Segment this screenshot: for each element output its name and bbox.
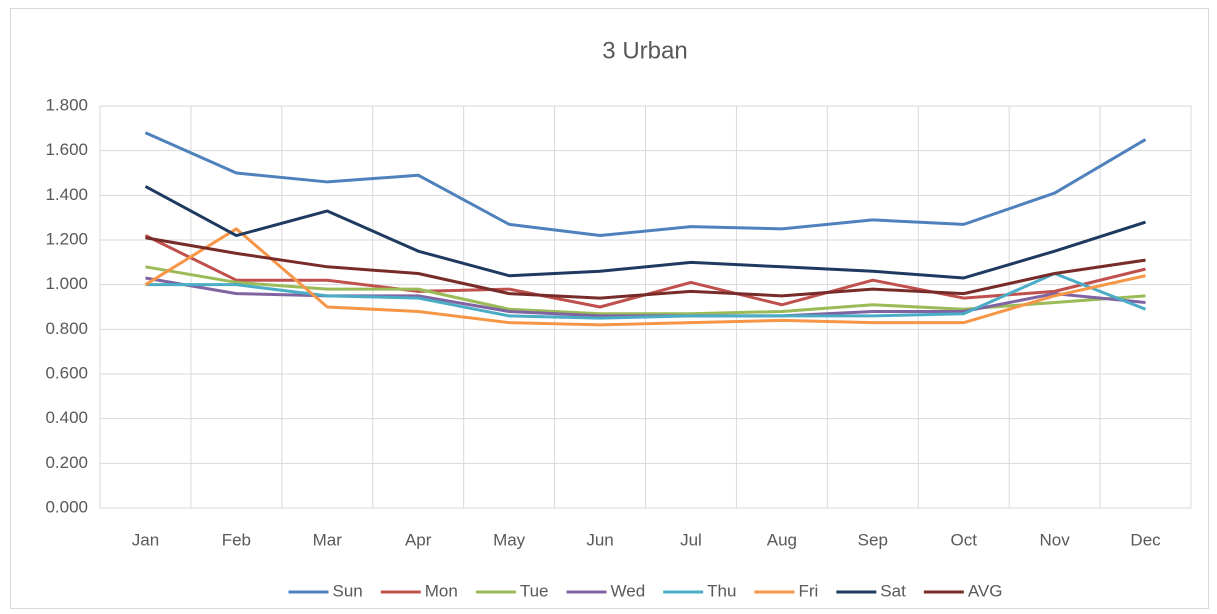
series-line — [144, 131, 1147, 238]
y-tick-label: 0.000 — [45, 497, 88, 516]
x-tick-label: Jan — [132, 530, 159, 549]
legend-label: Wed — [611, 581, 646, 600]
y-tick-label: 1.000 — [45, 274, 88, 293]
y-tick-label: 0.600 — [45, 363, 88, 382]
series-line — [144, 185, 1146, 280]
y-tick-label: 1.200 — [45, 229, 88, 248]
x-tick-label: Oct — [950, 530, 977, 549]
x-tick-label: Dec — [1130, 530, 1161, 549]
series-line — [144, 227, 1146, 327]
x-tick-label: Feb — [222, 530, 251, 549]
legend-label: Sun — [333, 581, 363, 600]
x-tick-label: Aug — [767, 530, 797, 549]
x-tick-label: Mar — [313, 530, 343, 549]
legend-label: Sat — [880, 581, 906, 600]
legend-label: AVG — [968, 581, 1003, 600]
legend-label: Thu — [707, 581, 736, 600]
y-tick-label: 0.400 — [45, 408, 88, 427]
x-tick-label: Jun — [586, 530, 613, 549]
y-tick-label: 1.600 — [45, 140, 88, 159]
x-tick-label: Jul — [680, 530, 702, 549]
legend-label: Fri — [798, 581, 818, 600]
x-tick-label: Apr — [405, 530, 432, 549]
y-tick-label: 0.800 — [45, 319, 88, 338]
y-tick-label: 1.400 — [45, 185, 88, 204]
x-tick-label: May — [493, 530, 526, 549]
y-tick-label: 1.800 — [45, 95, 88, 114]
chart-title: 3 Urban — [602, 37, 687, 64]
x-tick-label: Nov — [1040, 530, 1071, 549]
series-line — [145, 236, 1146, 300]
legend-label: Mon — [425, 581, 458, 600]
legend-label: Tue — [520, 581, 549, 600]
chart-border — [10, 8, 1209, 609]
x-tick-label: Sep — [858, 530, 888, 549]
y-tick-label: 0.200 — [45, 453, 88, 472]
